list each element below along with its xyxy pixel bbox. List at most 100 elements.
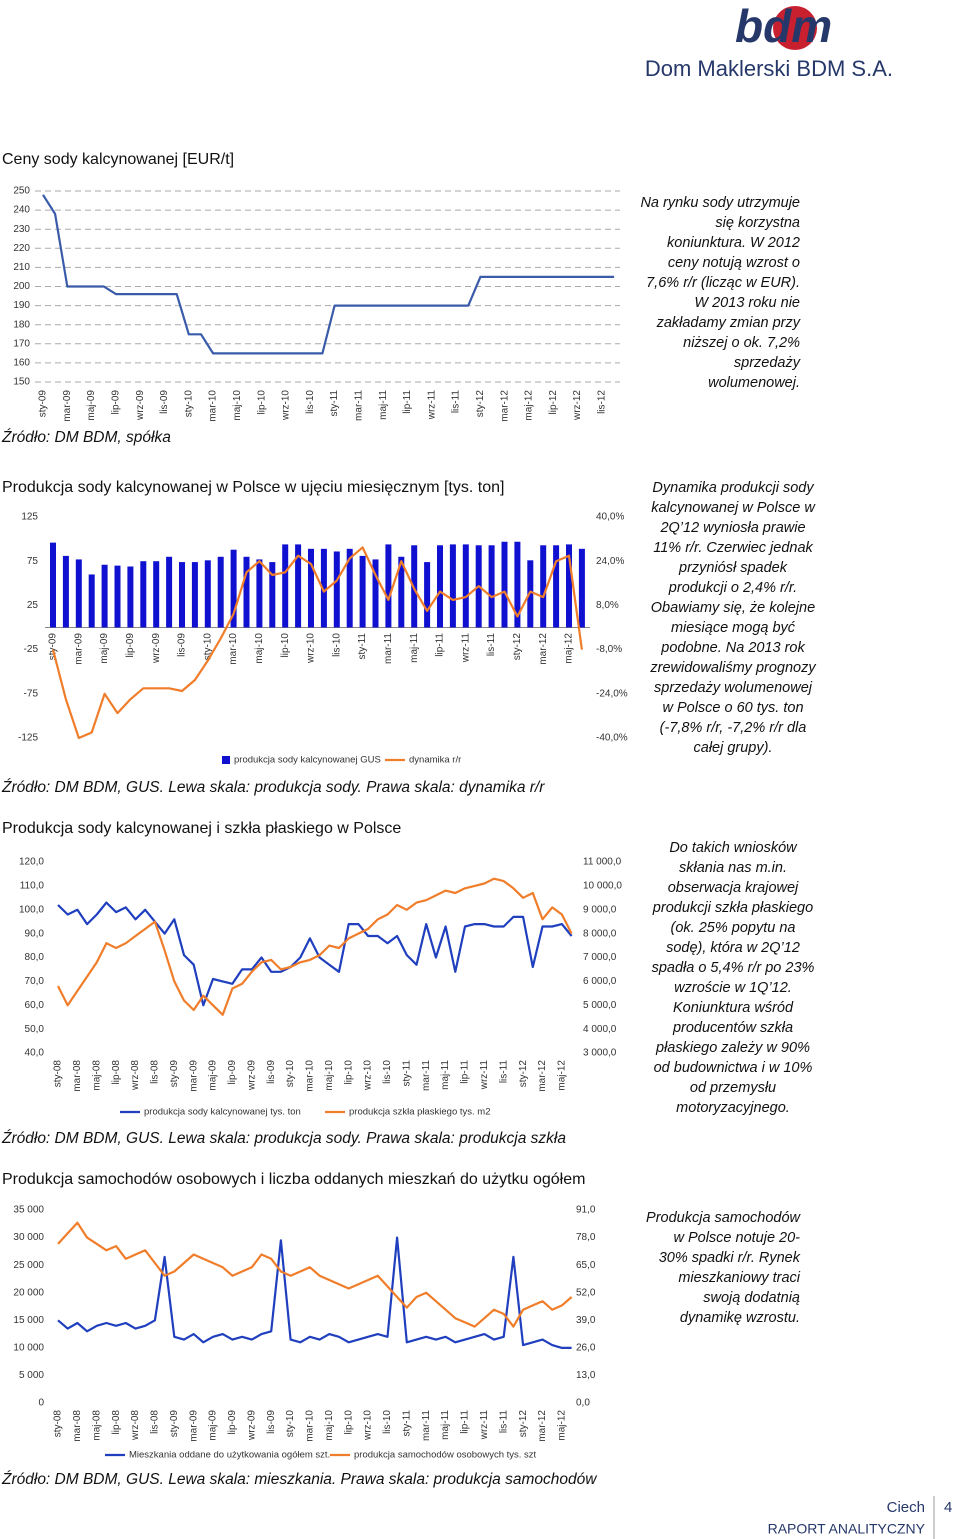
- comment: Do takich wniosków skłania nas m.in. obs…: [651, 840, 815, 1116]
- page-number: 4: [944, 1499, 952, 1516]
- chart-source: Źródło: DM BDM, GUS. Lewa skala: produkc…: [1, 779, 545, 796]
- y-tick-label: 240: [13, 205, 30, 216]
- series-line: [42, 194, 615, 355]
- bar: [333, 551, 340, 628]
- x-tick-label: mar-12: [538, 633, 549, 665]
- x-tick-label: maj-12: [564, 633, 575, 664]
- legend-label: dynamika r/r: [409, 755, 461, 766]
- legend-label: produkcja samochodów osobowych tys. szt: [354, 1450, 537, 1461]
- bar: [269, 562, 276, 628]
- y-tick-label: 80,0: [25, 952, 45, 963]
- x-tick-label: maj-08: [91, 1410, 102, 1441]
- x-tick-label: maj-09: [99, 633, 110, 664]
- x-tick-label: wrz-08: [130, 1410, 141, 1441]
- x-tick-label: maj-09: [208, 1410, 219, 1441]
- x-tick-label: lis-12: [597, 390, 608, 414]
- y-tick-label: 10 000: [13, 1342, 44, 1353]
- x-tick-label: lip-10: [256, 390, 267, 415]
- y2-tick-label: 4 000,0: [583, 1024, 617, 1035]
- y-tick-label: 15 000: [13, 1315, 44, 1326]
- y-tick-label: 250: [13, 186, 30, 197]
- x-tick-label: sty-11: [357, 633, 368, 660]
- y-tick-label: 190: [13, 300, 30, 311]
- y-tick-label: 40,0: [25, 1048, 45, 1059]
- series-line: [57, 901, 573, 1007]
- y-tick-label: 160: [13, 358, 30, 369]
- bar: [179, 562, 185, 628]
- y-tick-label: 120,0: [19, 857, 44, 868]
- y2-tick-label: 40,0%: [596, 512, 624, 523]
- bar: [256, 559, 263, 628]
- x-tick-label: mar-09: [62, 390, 73, 422]
- bar: [243, 556, 250, 628]
- x-tick-label: lis-11: [451, 390, 462, 414]
- x-tick-label: sty-10: [202, 633, 213, 661]
- bar: [488, 545, 495, 628]
- y-tick-label: 170: [13, 338, 30, 349]
- chart-title: Produkcja sody kalcynowanej i szkła płas…: [2, 820, 401, 837]
- bar: [437, 545, 443, 628]
- x-tick-label: lis-10: [305, 390, 316, 414]
- x-tick-label: sty-12: [475, 390, 486, 418]
- y2-tick-label: 7 000,0: [583, 952, 617, 963]
- x-tick-label: wrz-11: [426, 390, 437, 421]
- logo-circle: [773, 6, 817, 50]
- x-tick-label: maj-08: [91, 1060, 102, 1091]
- x-tick-label: sty-11: [329, 390, 340, 417]
- series-line: [57, 1236, 572, 1349]
- x-tick-label: lip-09: [227, 1410, 238, 1435]
- x-tick-label: lip-11: [435, 633, 446, 657]
- logo: bdm: [735, 0, 832, 52]
- x-tick-label: maj-10: [324, 1060, 335, 1091]
- y2-tick-label: 13,0: [576, 1370, 596, 1381]
- y-tick-label: 230: [13, 224, 30, 235]
- x-tick-label: mar-09: [188, 1060, 199, 1092]
- x-tick-label: maj-09: [86, 390, 97, 421]
- x-tick-label: lis-11: [486, 633, 497, 657]
- y-tick-label: 35 000: [13, 1205, 44, 1216]
- bar: [372, 559, 379, 628]
- x-tick-label: lis-09: [266, 1410, 277, 1434]
- x-tick-label: lis-08: [150, 1410, 161, 1434]
- y2-tick-label: 11 000,0: [583, 857, 622, 868]
- y-tick-label: 70,0: [25, 976, 45, 987]
- y2-tick-label: 0,0: [576, 1398, 590, 1409]
- x-tick-label: sty-10: [285, 1410, 296, 1438]
- y2-tick-label: 24,0%: [596, 556, 624, 567]
- x-tick-label: maj-11: [440, 1060, 451, 1090]
- bar: [462, 544, 469, 628]
- x-tick-label: maj-09: [208, 1060, 219, 1091]
- footer-report: RAPORT ANALITYCZNY: [768, 1521, 926, 1537]
- y2-tick-label: 39,0: [576, 1315, 596, 1326]
- y-tick-label: 90,0: [25, 928, 45, 939]
- bar: [166, 556, 173, 628]
- chart-title: Ceny sody kalcynowanej [EUR/t]: [2, 151, 234, 168]
- bar: [424, 562, 431, 628]
- x-tick-label: mar-11: [421, 1060, 432, 1091]
- x-tick-label: wrz-10: [281, 390, 292, 421]
- x-tick-label: lis-10: [382, 1060, 393, 1084]
- y2-tick-label: 8,0%: [596, 600, 619, 611]
- bar: [501, 541, 508, 628]
- y2-tick-label: 10 000,0: [583, 881, 622, 892]
- x-tick-label: maj-10: [254, 633, 265, 664]
- legend-label: produkcja szkła płaskiego tys. m2: [349, 1107, 491, 1118]
- bar: [204, 560, 211, 628]
- x-tick-label: sty-12: [512, 633, 523, 661]
- y2-tick-label: -24,0%: [596, 688, 628, 699]
- chart-source: Źródło: DM BDM, spółka: [1, 429, 171, 446]
- series-line: [57, 1221, 573, 1328]
- bar: [398, 556, 405, 628]
- y-tick-label: 5 000: [19, 1370, 44, 1381]
- y-tick-label: 220: [13, 243, 30, 254]
- x-tick-label: wrz-10: [363, 1410, 374, 1441]
- comment: Produkcja samochodów w Polsce notuje 20-…: [646, 1210, 800, 1326]
- x-tick-label: lip-11: [460, 1060, 471, 1084]
- x-tick-label: sty-11: [401, 1410, 412, 1437]
- x-tick-label: lip-10: [343, 1060, 354, 1085]
- x-tick-label: wrz-09: [135, 390, 146, 421]
- x-tick-label: wrz-10: [306, 633, 317, 664]
- x-tick-label: lis-08: [150, 1060, 161, 1084]
- x-tick-label: mar-12: [537, 1410, 548, 1442]
